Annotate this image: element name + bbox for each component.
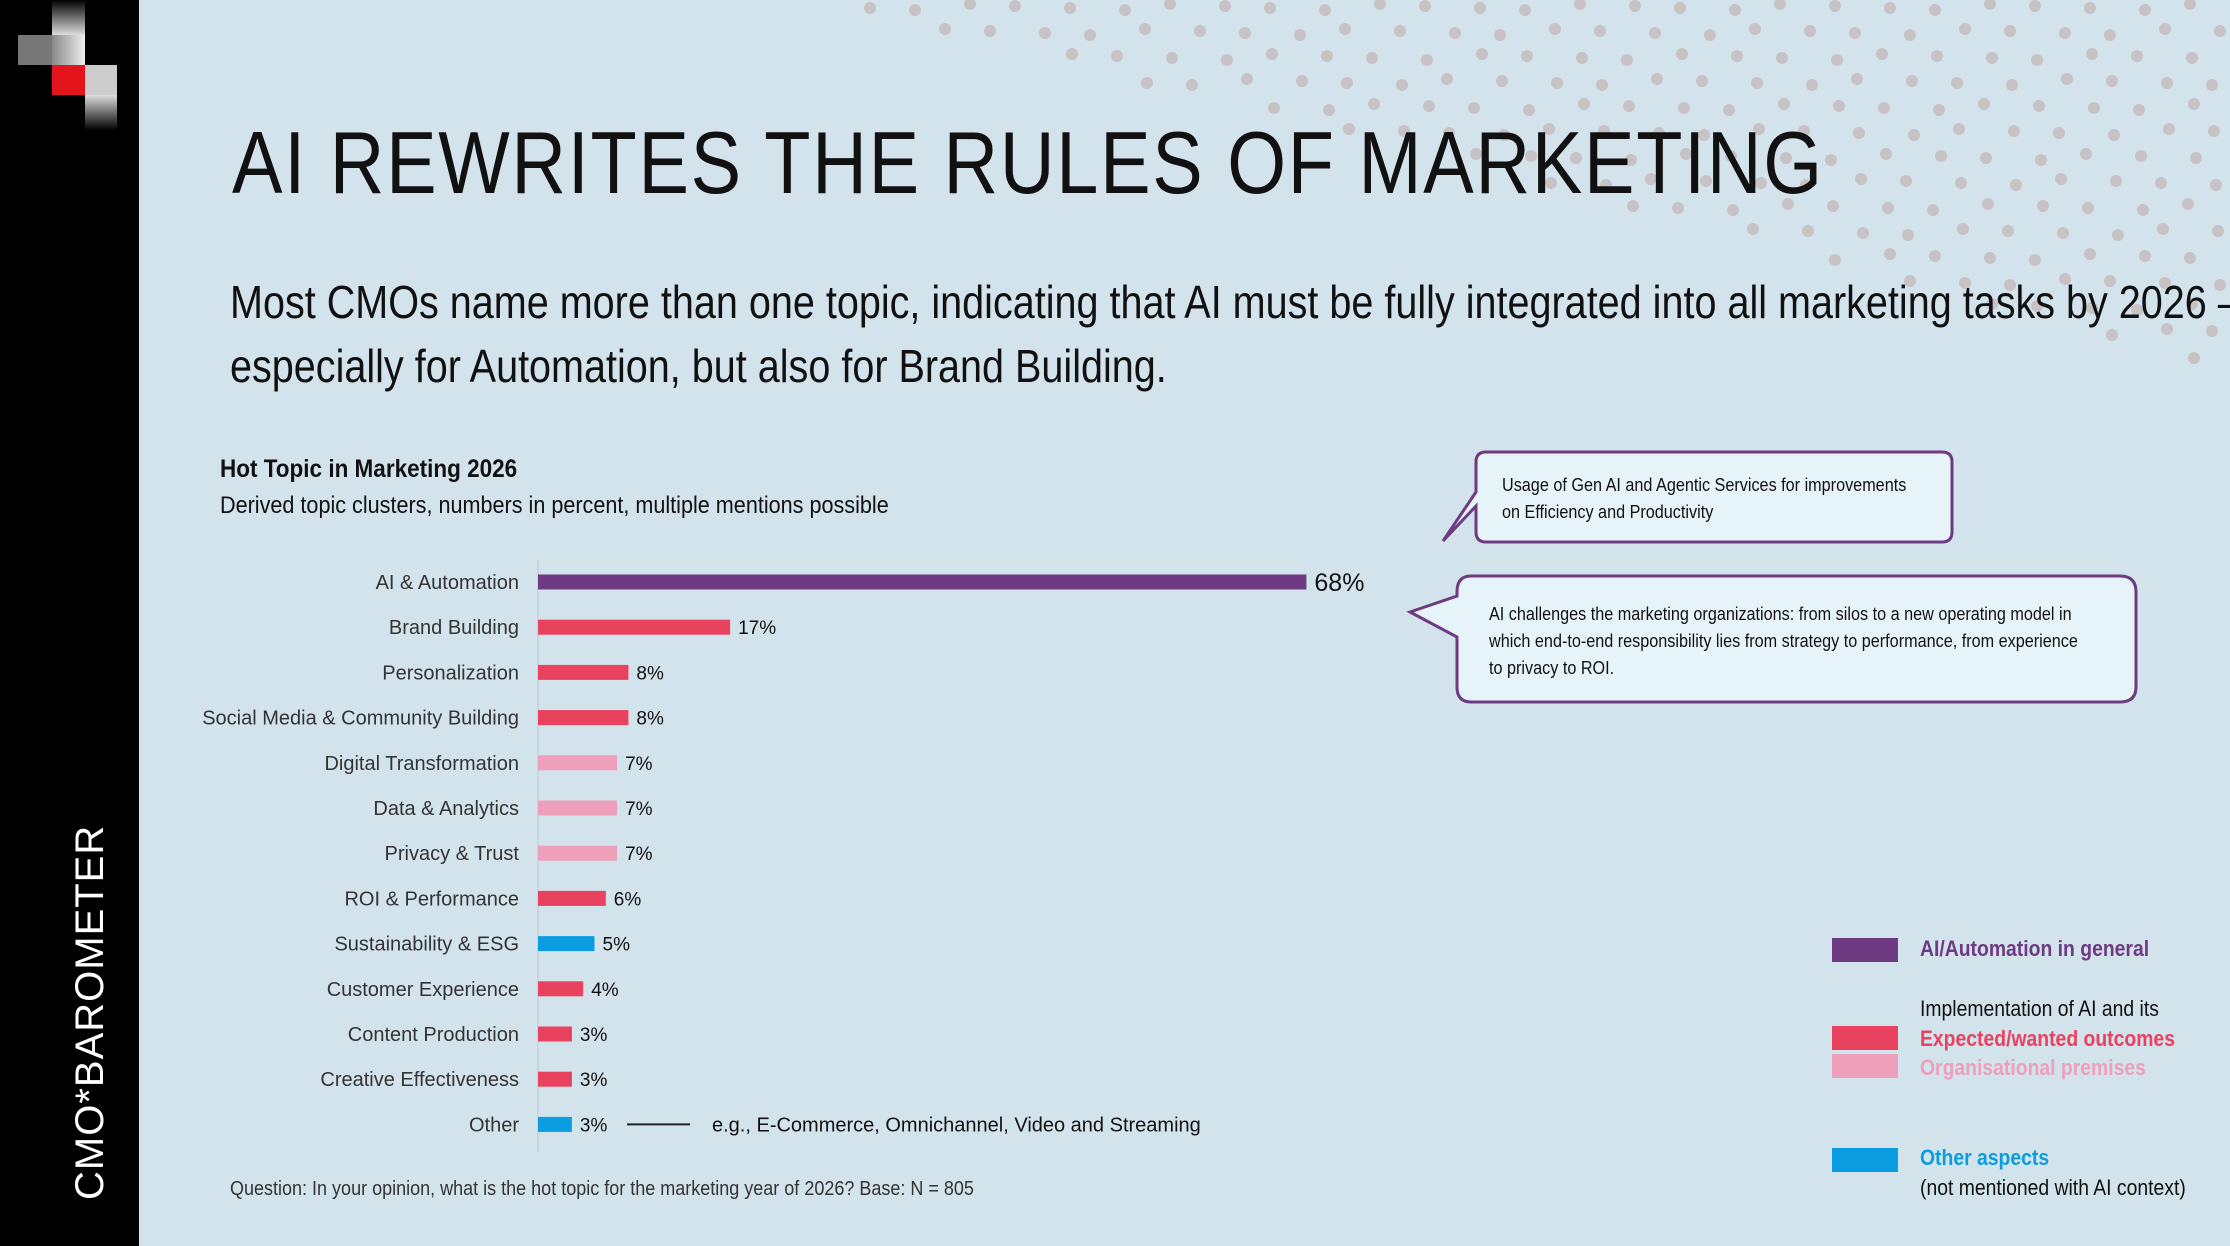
category-label: Other bbox=[469, 1114, 519, 1136]
value-label: 5% bbox=[603, 935, 631, 956]
category-label: Creative Effectiveness bbox=[320, 1069, 519, 1091]
category-label: Data & Analytics bbox=[373, 798, 519, 820]
category-label: Brand Building bbox=[389, 617, 519, 639]
other-note: e.g., E-Commerce, Omnichannel, Video and… bbox=[712, 1114, 1201, 1136]
bar bbox=[538, 1026, 572, 1042]
bar bbox=[538, 664, 629, 680]
category-label: Privacy & Trust bbox=[385, 843, 520, 865]
bar bbox=[538, 1116, 572, 1132]
category-label: Digital Transformation bbox=[324, 753, 519, 775]
sidebar: CMO*BAROMETER bbox=[0, 0, 139, 1246]
legend-swatch-premises bbox=[1832, 1054, 1898, 1078]
value-label: 8% bbox=[636, 663, 664, 684]
bar bbox=[538, 800, 618, 816]
value-label: 3% bbox=[580, 1025, 608, 1046]
legend-label-ai: AI/Automation in general bbox=[1920, 936, 2150, 961]
legend-swatch-ai bbox=[1832, 938, 1898, 962]
bar bbox=[538, 710, 629, 726]
value-label: 17% bbox=[738, 618, 776, 639]
page-subtitle: Most CMOs name more than one topic, indi… bbox=[230, 276, 2230, 392]
bar bbox=[538, 1071, 572, 1087]
value-label: 68% bbox=[1314, 569, 1364, 597]
callout-bottom-bubble bbox=[1406, 574, 2138, 704]
callout-top-bubble bbox=[1441, 450, 1954, 544]
callout-top-text: Usage of Gen AI and Agentic Services for… bbox=[1502, 475, 1907, 522]
bar bbox=[538, 936, 595, 952]
bar bbox=[538, 619, 731, 635]
bar bbox=[538, 981, 584, 997]
value-label: 4% bbox=[591, 980, 619, 1001]
survey-question: Question: In your opinion, what is the h… bbox=[230, 1178, 974, 1200]
value-label: 3% bbox=[580, 1115, 608, 1136]
callout-bottom-text: AI challenges the marketing organization… bbox=[1489, 604, 2078, 678]
chart-subtitle: Derived topic clusters, numbers in perce… bbox=[220, 492, 889, 519]
category-label: Social Media & Community Building bbox=[202, 708, 519, 730]
bar bbox=[538, 574, 1307, 590]
legend-label-expected: Expected/wanted outcomes bbox=[1920, 1026, 2175, 1051]
bar bbox=[538, 890, 606, 906]
legend-label-other-sub: (not mentioned with AI context) bbox=[1920, 1175, 2186, 1200]
value-label: 7% bbox=[625, 754, 653, 775]
legend-swatch-expected bbox=[1832, 1026, 1898, 1050]
value-label: 6% bbox=[614, 889, 642, 910]
bar bbox=[538, 755, 618, 771]
category-label: ROI & Performance bbox=[344, 888, 519, 910]
category-label: Customer Experience bbox=[327, 979, 519, 1001]
legend-label-other: Other aspects bbox=[1920, 1145, 2050, 1170]
category-label: Content Production bbox=[348, 1024, 519, 1046]
page-title: AI REWRITES THE RULES OF MARKETING bbox=[232, 113, 1824, 212]
legend-swatch-other bbox=[1832, 1148, 1898, 1172]
value-label: 8% bbox=[636, 709, 664, 730]
bar bbox=[538, 845, 618, 861]
category-label: Personalization bbox=[382, 662, 519, 684]
category-label: AI & Automation bbox=[376, 572, 519, 594]
value-label: 7% bbox=[625, 844, 653, 865]
logo-icon bbox=[18, 0, 117, 130]
legend-label-premises: Organisational premises bbox=[1920, 1055, 2146, 1080]
legend-impl-header: Implementation of AI and its bbox=[1920, 996, 2159, 1021]
chart-title: Hot Topic in Marketing 2026 bbox=[220, 455, 518, 483]
category-label: Sustainability & ESG bbox=[334, 934, 519, 956]
value-label: 7% bbox=[625, 799, 653, 820]
value-label: 3% bbox=[580, 1070, 608, 1091]
